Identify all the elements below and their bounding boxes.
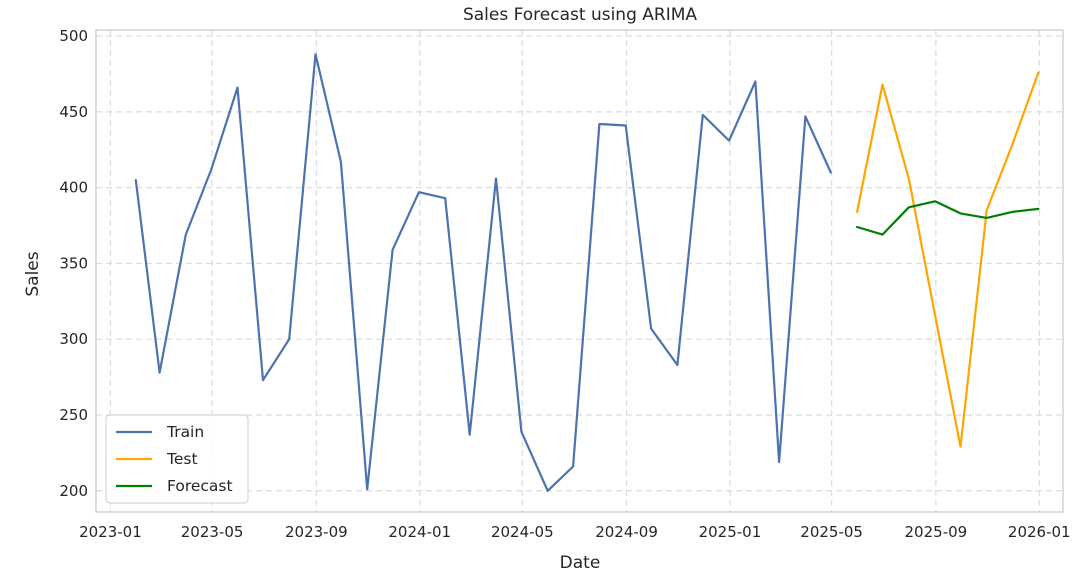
y-tick-label: 300 (59, 330, 88, 348)
series-line-forecast (855, 200, 1040, 236)
y-tick-labels: 200 250 300 350 400 450 500 (59, 27, 88, 500)
x-tick-label: 2023-05 (181, 523, 244, 541)
grid-layer (96, 30, 1063, 512)
series-line-test (855, 71, 1040, 448)
y-tick-label: 500 (59, 27, 88, 45)
legend-label-test: Test (166, 450, 198, 468)
y-tick-label: 250 (59, 406, 88, 424)
series-line-train (134, 53, 832, 492)
x-tick-label: 2025-01 (699, 523, 762, 541)
y-tick-label: 200 (59, 482, 88, 500)
x-axis-label: Date (560, 553, 601, 573)
x-tick-label: 2024-01 (388, 523, 451, 541)
legend: Train Test Forecast (105, 414, 249, 504)
y-axis-label: Sales (23, 251, 43, 296)
legend-label-forecast: Forecast (167, 477, 233, 495)
legend-box (105, 414, 249, 504)
x-tick-label: 2023-01 (79, 523, 142, 541)
x-tick-label: 2025-05 (800, 523, 863, 541)
x-tick-label: 2024-09 (595, 523, 658, 541)
x-tick-label: 2024-05 (491, 523, 554, 541)
x-tick-labels: 2023-01 2023-05 2023-09 2024-01 2024-05 2024-… (79, 523, 1071, 541)
plot-frame (95, 29, 1064, 513)
x-tick-label: 2023-09 (285, 523, 348, 541)
y-tick-label: 450 (59, 103, 88, 121)
x-tick-label: 2025-09 (905, 523, 968, 541)
x-tick-label: 2026-01 (1008, 523, 1071, 541)
y-tick-label: 400 (59, 179, 88, 197)
legend-label-train: Train (166, 423, 204, 441)
series-layer (134, 53, 1040, 492)
y-tick-label: 350 (59, 254, 88, 272)
chart-title: Sales Forecast using ARIMA (463, 5, 697, 25)
